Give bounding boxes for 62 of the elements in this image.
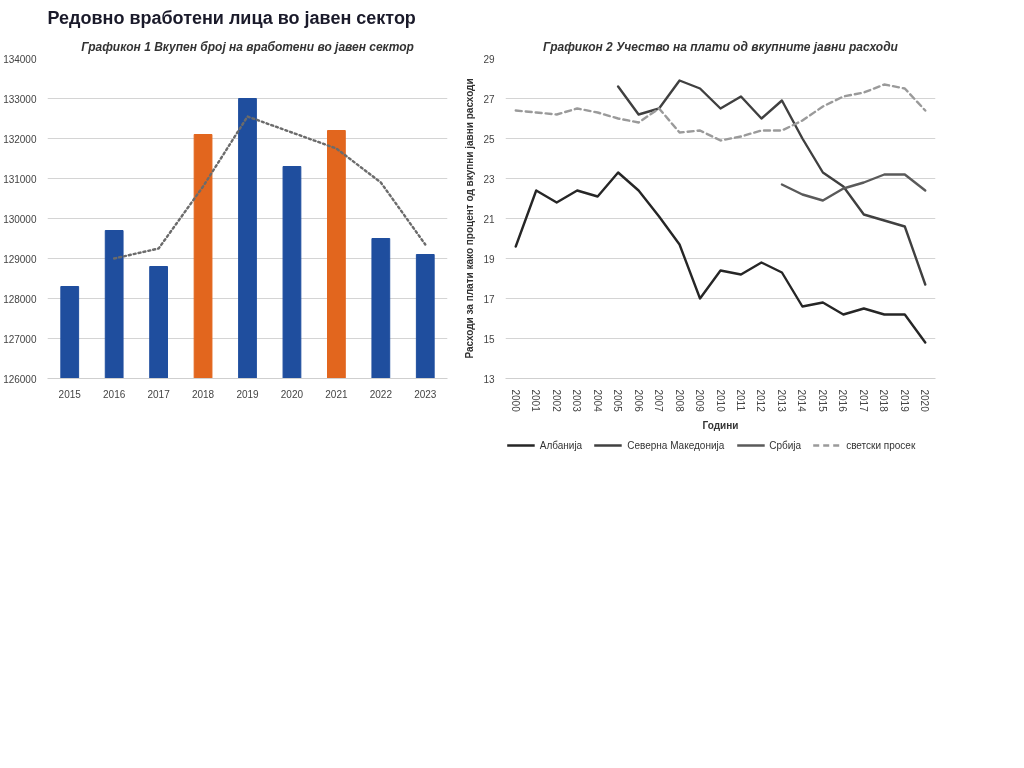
y-tick-label: 19 <box>483 253 495 265</box>
x-tick-label: 2003 <box>571 389 583 413</box>
x-tick-label: 2015 <box>816 389 828 413</box>
y-axis-title: Расходи за плати како процент од вкупни јавни расходи <box>464 78 476 359</box>
y-tick-label: 132000 <box>3 133 37 145</box>
text: Редовно вработени лица во јавен сектор <box>47 7 416 28</box>
x-tick-label: 2013 <box>775 389 787 413</box>
y-tick-label: 134000 <box>3 53 37 65</box>
x-tick-label: 2020 <box>280 388 304 400</box>
y-tick-label: 129000 <box>3 253 37 265</box>
legend-label: Северна Македонија <box>627 439 725 451</box>
x-tick-label: 2019 <box>898 389 910 413</box>
x-tick-label: 2001 <box>530 389 542 413</box>
line-series <box>780 173 927 202</box>
x-tick-label: 2011 <box>734 389 746 412</box>
x-tick-label: 2000 <box>509 389 521 413</box>
x-tick-label: 2007 <box>653 389 665 413</box>
chart-title: Графикон 1 Вкупен број на вработени во јавен сектор <box>81 39 414 54</box>
y-tick-label: 15 <box>483 333 495 345</box>
x-tick-label: 2008 <box>673 389 685 413</box>
y-tick-label: 23 <box>483 173 495 185</box>
line-series <box>112 115 427 260</box>
x-tick-label: 2009 <box>694 389 706 413</box>
line-series <box>514 171 927 344</box>
y-tick-label: 29 <box>483 53 495 65</box>
x-tick-label: 2005 <box>612 389 624 413</box>
x-tick-label: 2019 <box>236 388 260 400</box>
y-tick-label: 17 <box>483 293 495 305</box>
y-tick-label: 13 <box>483 373 495 385</box>
legend-label: Албанија <box>539 439 583 451</box>
x-tick-label: 2015 <box>58 388 82 400</box>
x-tick-label: 2023 <box>414 388 437 400</box>
y-tick-label: 27 <box>483 93 495 105</box>
x-axis-title: Години <box>702 419 739 431</box>
chart-title: Графикон 2 Учество на плати од вкупните јавни расходи <box>543 39 899 54</box>
x-tick-label: 2014 <box>796 389 808 413</box>
line-series <box>616 79 927 286</box>
x-tick-label: 2021 <box>325 388 348 400</box>
x-tick-label: 2004 <box>591 389 603 413</box>
x-tick-label: 2012 <box>755 389 767 413</box>
y-tick-label: 131000 <box>3 173 37 185</box>
line-series <box>514 83 927 142</box>
x-tick-label: 2017 <box>857 389 869 413</box>
x-tick-label: 2016 <box>837 389 849 413</box>
x-tick-label: 2006 <box>632 389 644 413</box>
legend-label: светски просек <box>846 439 916 451</box>
y-tick-label: 130000 <box>3 213 37 225</box>
x-tick-label: 2022 <box>369 388 393 400</box>
x-tick-label: 2017 <box>147 388 171 400</box>
x-tick-label: 2018 <box>878 389 890 413</box>
x-tick-label: 2002 <box>550 389 562 413</box>
y-tick-label: 128000 <box>3 293 37 305</box>
x-tick-label: 2016 <box>103 388 126 400</box>
legend-label: Србија <box>769 439 802 451</box>
x-tick-label: 2010 <box>714 389 726 413</box>
y-tick-label: 126000 <box>3 373 37 385</box>
x-tick-label: 2018 <box>191 388 215 400</box>
y-tick-label: 133000 <box>3 93 37 105</box>
y-tick-label: 21 <box>483 213 495 225</box>
y-tick-label: 127000 <box>3 333 37 345</box>
x-tick-label: 2020 <box>919 389 931 413</box>
y-tick-label: 25 <box>483 133 495 145</box>
